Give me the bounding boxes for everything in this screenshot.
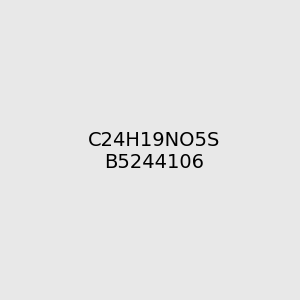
Text: C24H19NO5S
B5244106: C24H19NO5S B5244106: [88, 131, 220, 172]
